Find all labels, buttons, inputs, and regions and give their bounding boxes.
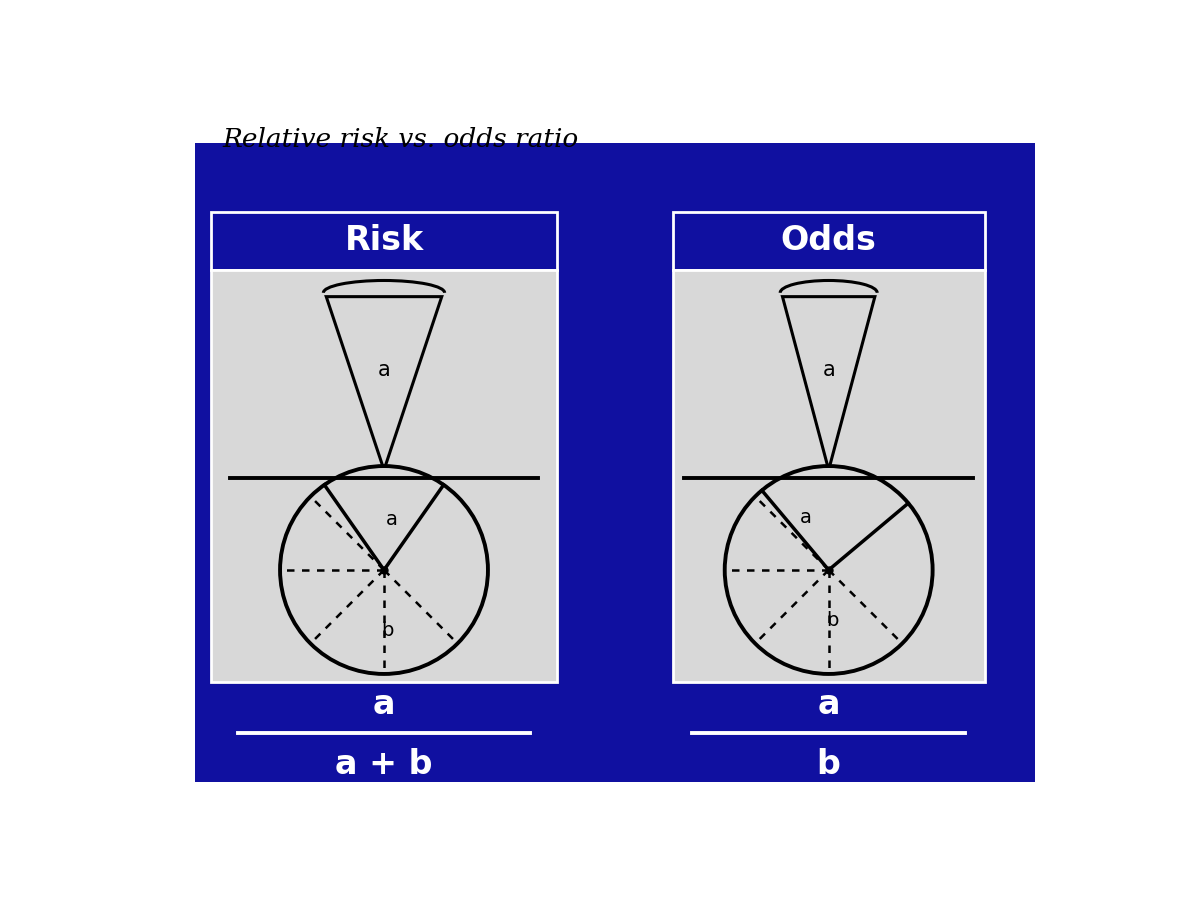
Text: a: a	[799, 508, 811, 527]
Text: a + b: a + b	[335, 748, 433, 780]
Text: b: b	[817, 748, 841, 780]
Text: a: a	[822, 360, 835, 380]
Text: b: b	[827, 610, 839, 630]
Text: Risk: Risk	[344, 224, 424, 257]
Text: Odds: Odds	[781, 224, 877, 257]
Text: a: a	[373, 688, 395, 721]
Polygon shape	[782, 297, 875, 470]
Text: Relative risk vs. odds ratio: Relative risk vs. odds ratio	[222, 127, 578, 152]
FancyBboxPatch shape	[673, 270, 985, 681]
FancyBboxPatch shape	[211, 212, 557, 270]
Text: a: a	[817, 688, 840, 721]
FancyBboxPatch shape	[673, 212, 985, 270]
FancyBboxPatch shape	[211, 270, 557, 681]
FancyBboxPatch shape	[196, 142, 1034, 782]
Circle shape	[725, 466, 932, 674]
Text: a: a	[378, 360, 390, 380]
Polygon shape	[326, 297, 442, 470]
Text: b: b	[382, 621, 394, 640]
Text: a: a	[385, 510, 397, 529]
Circle shape	[280, 466, 488, 674]
